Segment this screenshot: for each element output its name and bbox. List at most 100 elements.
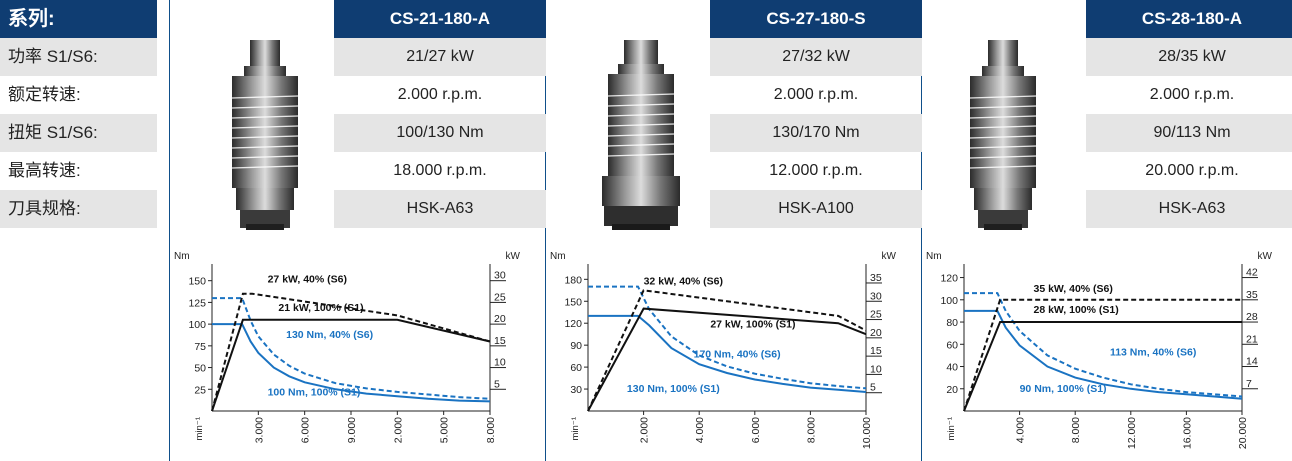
y-axis-left-unit: Nm [174,251,190,262]
spec-power: 27/32 kW [710,38,922,76]
y-tick-label-right: 35 [1246,289,1258,301]
y-tick-label-left: 120 [564,318,582,330]
y-axis-right-unit: kW [882,251,897,262]
y-tick-label-right: 5 [494,378,500,390]
spec-max-speed: 12.000 r.p.m. [769,162,863,179]
y-tick-label-left: 180 [564,274,582,286]
series-title: 系列: [0,0,157,38]
x-tick-label: 8.000 [1070,417,1082,443]
y-tick-label-right: 15 [870,345,882,357]
column-divider [921,0,922,461]
power-series-line [587,289,867,412]
y-tick-label-right: 35 [870,272,882,284]
x-axis-unit: min⁻¹ [570,417,581,441]
x-tick-label: 9.000 [346,417,358,443]
spec-tool: HSK-A100 [710,190,922,228]
x-axis-unit: min⁻¹ [194,417,205,441]
y-tick-label-right: 10 [494,357,506,369]
label-torque: 扭矩 S1/S6: [0,114,157,152]
y-tick-label-left: 25 [194,384,206,396]
column-divider [545,0,546,461]
y-tick-label-right: 20 [870,327,882,339]
y-tick-label-right: 30 [494,270,506,282]
y-tick-label-left: 75 [194,341,206,353]
y-tick-label-right: 15 [494,335,506,347]
y-axis-right-unit: kW [506,251,521,262]
x-tick-label: 20.000 [1237,417,1249,449]
torque-series-line [588,314,867,393]
spec-torque: 100/130 Nm [334,114,546,152]
y-tick-label-right: 21 [1246,333,1258,345]
spec-label-column: 系列: 功率 S1/S6: 额定转速: 扭矩 S1/S6: 最高转速: 刀具规格… [0,0,157,228]
y-tick-label-left: 100 [940,295,958,307]
label-power: 功率 S1/S6: [0,38,157,76]
spec-torque: 130/170 Nm [710,114,922,152]
spec-tool: HSK-A63 [334,190,546,228]
x-tick-label: 6.000 [750,417,762,443]
y-tick-label-right: 42 [1246,267,1258,279]
spindle-image [960,40,1046,230]
series-annotation-label: 35 kW, 40% (S6) [1034,283,1113,295]
y-axis-left-unit: Nm [550,251,566,262]
torque-series-line [212,323,491,403]
product-panel-1: CS-21-180-A 21/27 kW 2.000 r.p.m. 100/13… [170,0,546,461]
y-axis-left-unit: Nm [926,251,942,262]
spec-max-speed: 20.000 r.p.m. [1145,162,1239,179]
series-annotation-label: 21 kW, 100% (S1) [278,302,363,314]
x-tick-label: 3.000 [253,417,265,443]
spec-column: CS-27-180-S 27/32 kW 2.000 r.p.m. 130/17… [710,0,922,228]
y-tick-label-left: 150 [564,296,582,308]
spec-power: 21/27 kW [334,38,546,76]
series-annotation-label: 130 Nm, 40% (S6) [286,329,373,341]
y-tick-label-left: 60 [946,339,958,351]
y-tick-label-right: 25 [870,309,882,321]
power-series-line [211,318,491,412]
y-tick-label-right: 5 [870,382,876,394]
y-tick-label-right: 10 [870,363,882,375]
product-panel-2: CS-27-180-S 27/32 kW 2.000 r.p.m. 130/17… [546,0,922,461]
y-tick-label-left: 90 [570,340,582,352]
spindle-image [222,40,308,230]
x-tick-label: 12.000 [1126,417,1138,449]
spec-tool: HSK-A63 [1086,190,1292,228]
torque-power-chart: Nm kW 30 60 90 120 150 180 5 10 15 20 25 30 35 2.000 4.0… [550,251,897,449]
series-annotation-label: 32 kW, 40% (S6) [644,275,723,287]
spec-column: CS-21-180-A 21/27 kW 2.000 r.p.m. 100/13… [334,0,546,228]
torque-series-line [964,309,1243,400]
y-tick-label-left: 30 [570,384,582,396]
y-tick-label-left: 120 [940,273,958,285]
spec-column: CS-28-180-A 28/35 kW 2.000 r.p.m. 90/113… [1086,0,1292,228]
model-name: CS-27-180-S [710,0,922,38]
y-tick-label-right: 20 [494,313,506,325]
torque-series-line [964,292,1243,398]
spindle-slim-icon [231,40,299,230]
x-tick-label: 6.000 [300,417,312,443]
spec-rated-speed: 2.000 r.p.m. [397,86,483,103]
power-series-line [587,307,867,412]
torque-power-chart: Nm kW 20 40 60 80 100 120 7 14 21 28 35 42 4.000 8.000 1… [926,251,1273,449]
y-tick-label-left: 20 [946,384,958,396]
product-panel-3: CS-28-180-A 28/35 kW 2.000 r.p.m. 90/113… [922,0,1292,461]
y-axis-right-unit: kW [1258,251,1273,262]
series-annotation-label: 170 Nm, 40% (S6) [694,349,781,361]
power-series-line [211,292,491,412]
torque-series-line [212,297,491,400]
y-tick-label-left: 40 [946,362,958,374]
y-tick-label-right: 7 [1246,378,1252,390]
series-annotation-label: 90 Nm, 100% (S1) [1020,383,1107,395]
spindle-slim-icon [969,40,1037,230]
y-tick-label-left: 80 [946,317,958,329]
x-tick-label: 8.000 [485,417,497,443]
x-tick-label: 4.000 [1015,417,1027,443]
spec-max-speed: 18.000 r.p.m. [393,162,487,179]
label-max-speed: 最高转速: [8,161,81,180]
column-divider [169,0,170,461]
x-tick-label: 2.000 [639,417,651,443]
model-name: CS-21-180-A [334,0,546,38]
x-axis-unit: min⁻¹ [946,417,957,441]
torque-power-chart: Nm kW 25 50 75 100 125 150 5 10 15 20 25 30 3.000 6.000… [174,251,521,443]
spindle-image [598,40,684,230]
model-name: CS-28-180-A [1086,0,1292,38]
y-tick-label-right: 30 [870,290,882,302]
spec-rated-speed: 2.000 r.p.m. [773,86,859,103]
